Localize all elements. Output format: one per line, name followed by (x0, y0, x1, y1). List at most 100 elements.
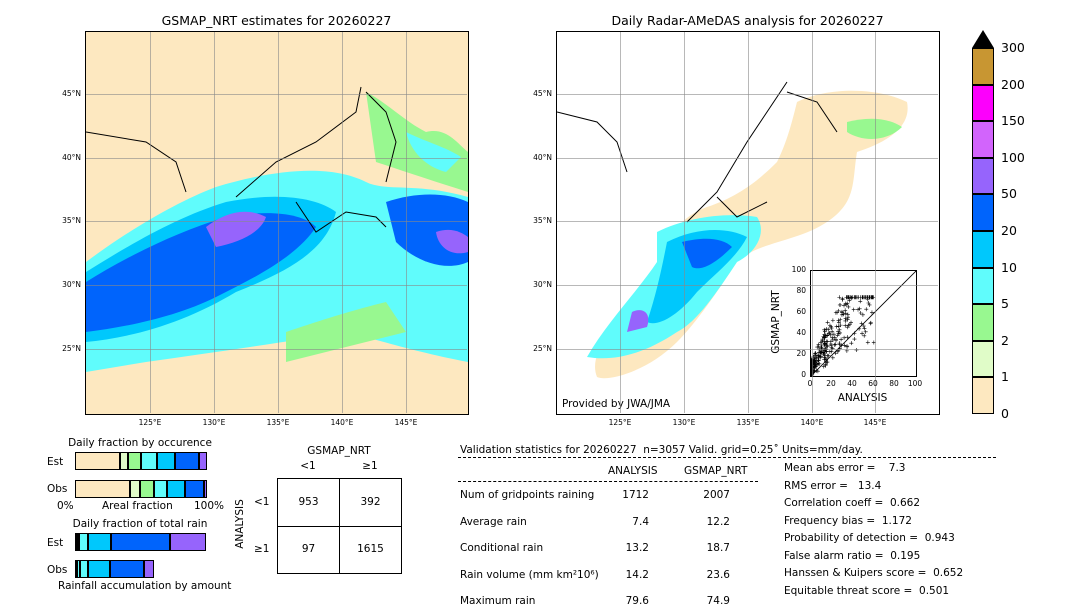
stats-row-label: Average rain (460, 515, 527, 528)
gridline (684, 32, 685, 413)
stats-col-gsmap: GSMAP_NRT (684, 465, 748, 477)
stats-score: Hanssen & Kuipers score = 0.652 (784, 567, 964, 579)
gridline (278, 32, 279, 413)
total-rain-obs-segment (75, 560, 77, 578)
gridline (557, 349, 938, 350)
scatter-xlabel: ANALYSIS (837, 392, 888, 404)
gridline (342, 32, 343, 413)
total-rain-obs-segment (76, 560, 80, 578)
colorbar-tick-label: 10 (1001, 259, 1017, 275)
occurrence-est-label: Est (47, 456, 64, 468)
stats-score: Probability of detection = 0.943 (784, 532, 955, 544)
colorbar-segment (972, 121, 994, 158)
contingency-cell: 97 (301, 543, 316, 555)
stats-row-analysis: 79.6 (625, 595, 649, 607)
occurrence-x1: 100% (194, 500, 225, 512)
occurrence-est-segment (175, 452, 200, 470)
occurrence-obs-segment (154, 480, 168, 498)
occurrence-obs-segment (204, 480, 207, 498)
gridline (86, 349, 467, 350)
occurrence-obs-label: Obs (47, 483, 68, 495)
colorbar-segment (972, 267, 994, 305)
colorbar-tick-label: 5 (1001, 296, 1009, 312)
colorbar-tick-label: 100 (1001, 149, 1025, 165)
scatter-y-tick: 100 (791, 265, 806, 274)
scatter-x-tick: 60 (868, 379, 878, 388)
gridline (86, 285, 467, 286)
contingency-row-title: ANALYSIS (234, 499, 246, 549)
colorbar-segment (972, 340, 994, 378)
total-rain-est-segment (88, 533, 111, 551)
contingency-col-label: ≥1 (362, 460, 378, 472)
colorbar-tick-label: 1 (1001, 369, 1009, 385)
scatter-ylabel: GSMAP_NRT (770, 290, 782, 354)
stats-row-analysis: 7.4 (632, 515, 649, 528)
colorbar-tick-label: 150 (1001, 113, 1025, 129)
total-rain-obs-segment (87, 560, 110, 578)
lat-tick-label: 40°N (62, 153, 81, 162)
total-rain-obs-segment (109, 560, 145, 578)
gridline (748, 32, 749, 413)
occurrence-x0: 0% (57, 500, 74, 512)
stats-score: Equitable threat score = 0.501 (784, 584, 950, 597)
total-rain-est-segment (110, 533, 171, 551)
colorbar-tick-label: 300 (1001, 40, 1025, 55)
occurrence-xlabel: Areal fraction (102, 500, 173, 512)
occurrence-est-segment (199, 452, 207, 470)
lon-tick-label: 135°E (266, 418, 290, 427)
scatter-plot (809, 270, 917, 378)
gridline (557, 94, 938, 95)
scatter-y-tick: 20 (796, 349, 806, 358)
gridline (557, 158, 938, 159)
contingency-col-title: GSMAP_NRT (307, 445, 371, 457)
stats-header: Validation statistics for 20260227 n=305… (460, 444, 863, 456)
occurrence-est-segment (127, 452, 141, 470)
colorbar-segment (972, 157, 994, 195)
lat-tick-label: 45°N (62, 89, 81, 98)
gridline (86, 221, 467, 222)
gridline (875, 32, 876, 413)
stats-score: Correlation coeff = 0.662 (784, 497, 920, 509)
lat-tick-label: 25°N (533, 344, 552, 353)
stats-row-gsmap: 74.9 (706, 595, 730, 607)
data-credit: Provided by JWA/JMA (562, 398, 671, 410)
stats-row-gsmap: 23.6 (706, 568, 730, 581)
gridline (86, 94, 467, 95)
gridline (86, 158, 467, 159)
occurrence-est-segment (141, 452, 157, 470)
gridline (406, 32, 407, 413)
colorbar-segment (972, 194, 994, 231)
colorbar-segment (972, 84, 994, 122)
contingency-row-label: ≥1 (254, 543, 270, 555)
lon-tick-label: 130°E (672, 418, 696, 427)
occurrence-obs-segment (140, 480, 155, 498)
occurrence-est-segment (119, 452, 128, 470)
scatter-inset (809, 270, 917, 378)
left-map-rain-field (86, 86, 468, 372)
total-rain-est-segment (170, 533, 206, 551)
lat-tick-label: 35°N (62, 216, 81, 225)
occurrence-est-segment (156, 452, 176, 470)
gridline (812, 32, 813, 413)
contingency-cell: 953 (298, 496, 319, 508)
lat-tick-label: 40°N (533, 153, 552, 162)
lon-tick-label: 125°E (138, 418, 162, 427)
total-rain-est-label: Est (47, 537, 64, 549)
colorbar-segment (972, 377, 994, 414)
lon-tick-label: 125°E (608, 418, 632, 427)
left-map (85, 31, 469, 415)
gridline (150, 32, 151, 413)
total-rain-est-segment (76, 533, 79, 551)
left-map-title: GSMAP_NRT estimates for 20260227 (161, 13, 392, 28)
scatter-x-tick: 80 (889, 379, 899, 388)
scatter-x-tick: 20 (826, 379, 836, 388)
lon-tick-label: 145°E (394, 418, 418, 427)
right-map-rain-field (557, 81, 908, 379)
total-rain-est-segment (78, 533, 89, 551)
lon-tick-label: 140°E (330, 418, 354, 427)
lat-tick-label: 30°N (62, 280, 81, 289)
right-map-title: Daily Radar-AMeDAS analysis for 20260227 (611, 13, 884, 28)
colorbar-tick-label: 200 (1001, 76, 1025, 92)
scatter-points (809, 295, 876, 378)
stats-score: Frequency bias = 1.172 (784, 514, 912, 527)
